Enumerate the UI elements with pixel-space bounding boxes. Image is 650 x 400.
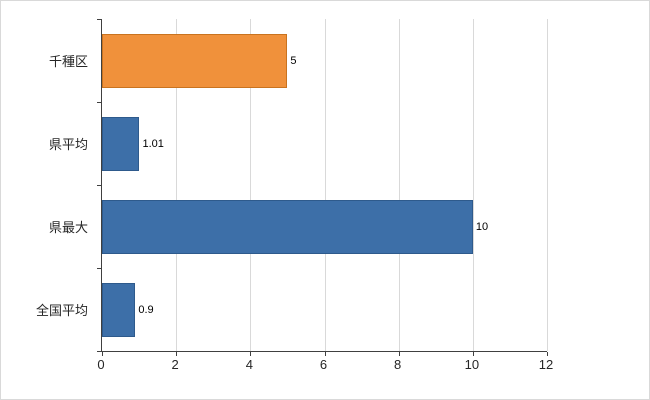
x-axis-tick-label: 10 — [464, 357, 480, 372]
x-axis-tick-label: 12 — [538, 357, 554, 372]
x-axis-tick-label: 4 — [245, 357, 253, 372]
bar — [102, 199, 473, 254]
bar-value-label: 1.01 — [142, 137, 164, 150]
x-axis-tick — [102, 352, 103, 356]
bar — [102, 282, 136, 337]
bar-band: 10 — [102, 185, 547, 268]
gridline — [547, 19, 548, 351]
bar-band: 5 — [102, 19, 547, 102]
x-axis-tick-label: 2 — [171, 357, 179, 372]
category-label: 県平均 — [48, 137, 88, 152]
y-axis-tick — [97, 351, 101, 352]
x-axis-tick-label: 8 — [394, 357, 402, 372]
gridline — [398, 19, 400, 351]
bar-value-label: 10 — [475, 220, 489, 233]
category-label: 県最大 — [48, 220, 88, 235]
x-axis-tick — [176, 352, 178, 356]
category-label: 全国平均 — [35, 303, 88, 318]
bar-value-label: 5 — [290, 54, 297, 67]
bar — [102, 33, 288, 88]
x-axis-tick-label: 0 — [97, 357, 105, 372]
category-axis-labels: 千種区県平均県最大全国平均 — [1, 19, 95, 351]
y-axis-tick — [97, 185, 101, 186]
category-label: 千種区 — [48, 54, 88, 69]
gridline — [324, 19, 326, 351]
x-axis-tick — [250, 352, 252, 356]
gridline — [176, 19, 178, 351]
bar-value-label: 0.9 — [138, 303, 154, 316]
bar-band: 0.9 — [102, 268, 547, 351]
x-axis-tick — [472, 352, 474, 356]
x-axis-tick — [324, 352, 326, 356]
gridline — [250, 19, 252, 351]
bar — [102, 116, 140, 171]
y-axis-tick — [97, 102, 101, 103]
plot-area: 5 1.01 10 0.9 — [97, 19, 548, 356]
bar-series: 5 1.01 10 0.9 — [102, 19, 547, 351]
value-axis-labels: 0 2 4 6 8 10 12 — [97, 357, 553, 375]
bar-band: 1.01 — [102, 102, 547, 185]
x-axis-tick — [398, 352, 400, 356]
x-axis-tick — [547, 352, 548, 356]
gridline — [472, 19, 474, 351]
y-axis-tick — [97, 268, 101, 269]
y-axis-tick — [97, 19, 101, 20]
x-axis-tick-label: 6 — [319, 357, 328, 372]
